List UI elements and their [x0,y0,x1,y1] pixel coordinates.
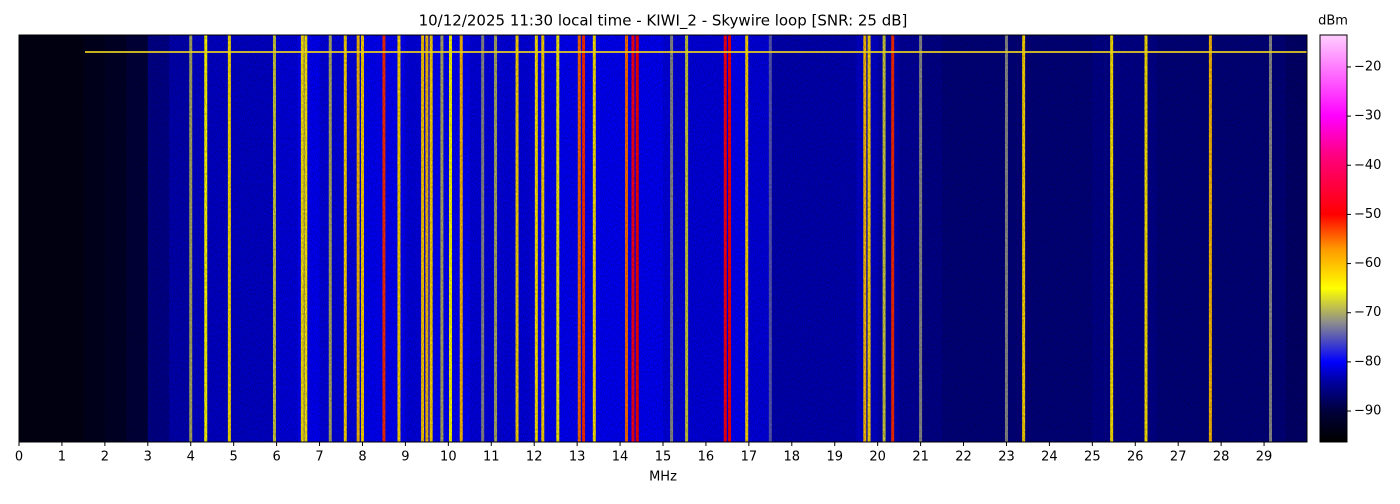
x-tick-label: 27 [1170,450,1187,465]
x-tick-label: 23 [998,450,1015,465]
x-tick-label: 14 [612,450,629,465]
x-tick-label: 5 [230,450,238,465]
x-tick-label: 15 [655,450,672,465]
chart-title: 10/12/2025 11:30 local time - KIWI_2 - S… [419,12,908,31]
x-tick-label: 4 [187,450,195,465]
x-tick-label: 25 [1084,450,1101,465]
x-tick-label: 18 [784,450,801,465]
colorbar-tick-label: −60 [1354,256,1381,271]
colorbar-label: dBm [1318,14,1348,29]
x-tick-label: 3 [144,450,152,465]
x-tick-label: 16 [698,450,715,465]
colorbar-tick-label: −90 [1354,404,1381,419]
x-tick-label: 22 [955,450,972,465]
x-tick-label: 26 [1127,450,1144,465]
noise-texture [19,35,1307,442]
x-tick-label: 13 [569,450,586,465]
x-tick-label: 28 [1213,450,1230,465]
x-tick-label: 24 [1041,450,1058,465]
colorbar-tick-label: −70 [1354,305,1381,320]
x-tick-label: 10 [440,450,457,465]
colorbar [1320,35,1347,442]
x-tick-label: 17 [741,450,758,465]
x-tick-label: 9 [401,450,409,465]
x-tick-label: 6 [272,450,280,465]
x-tick-label: 2 [101,450,109,465]
x-tick-label: 12 [526,450,543,465]
colorbar-tick-label: −50 [1354,207,1381,222]
x-tick-label: 8 [358,450,366,465]
x-tick-label: 19 [826,450,843,465]
colorbar-tick-label: −20 [1354,59,1381,74]
x-tick-label: 0 [15,450,23,465]
x-tick-label: 7 [315,450,323,465]
colorbar-tick-label: −40 [1354,158,1381,173]
colorbar-tick-label: −30 [1354,109,1381,124]
x-tick-label: 20 [869,450,886,465]
x-tick-label: 29 [1256,450,1273,465]
x-tick-label: 21 [912,450,929,465]
x-tick-label: 1 [58,450,66,465]
x-tick-label: 11 [483,450,500,465]
colorbar-frame [1319,34,1348,443]
colorbar-tick-label: −80 [1354,354,1381,369]
x-axis-label: MHz [649,470,677,485]
